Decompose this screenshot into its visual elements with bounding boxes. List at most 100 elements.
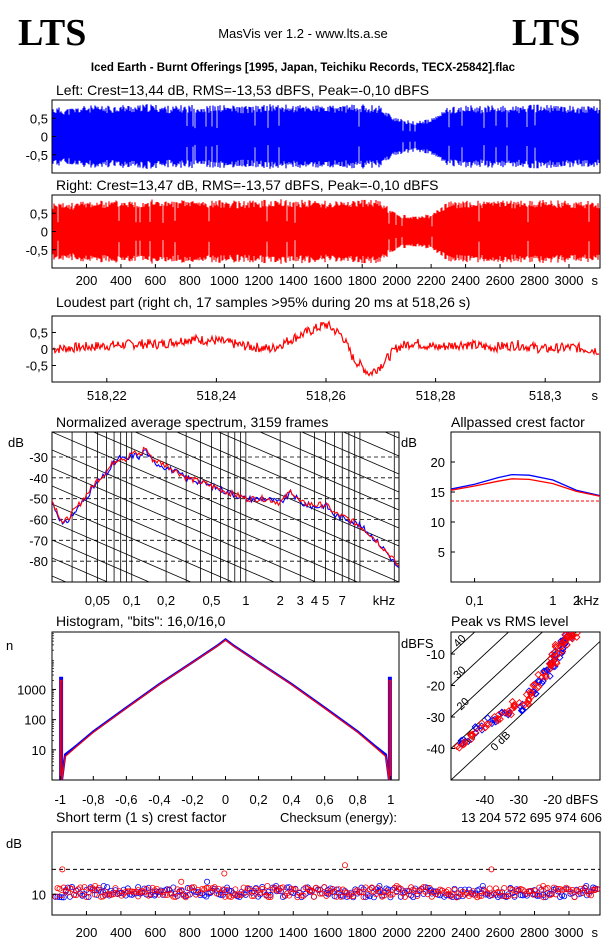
histogram-xtick: 0,8: [349, 792, 367, 807]
stcrest-point-red: [344, 889, 351, 896]
crest-ytick: 10: [431, 515, 445, 530]
spectrum-xtick: 3: [297, 593, 304, 608]
stcrest-point-red: [97, 893, 104, 900]
stcrest-point-red: [387, 891, 394, 898]
stcrest-point-red: [166, 886, 173, 893]
peakrms-point-red: [572, 633, 581, 641]
stcrest-point-red: [552, 891, 559, 898]
peakrms-point-red: [490, 713, 499, 721]
peakrms-point-red: [466, 731, 475, 739]
right-waveform-ytick: 0: [41, 225, 48, 240]
right-waveform-xtick: 1600: [313, 273, 342, 288]
stcrest-point-red: [550, 884, 557, 891]
peakrms-point-red: [494, 714, 502, 723]
stcrest-point-red: [300, 892, 307, 899]
peakrms-point-red: [525, 695, 533, 704]
stcrest-point-red: [331, 888, 338, 895]
peakrms-point-red: [527, 690, 535, 698]
right-waveform-xtick: 600: [145, 273, 167, 288]
stcrest-outlier-red: [341, 862, 348, 869]
peakrms-ytick: -10: [426, 647, 445, 662]
histogram-xtick: -0,6: [115, 792, 137, 807]
stcrest-point-red: [126, 888, 133, 895]
stcrest-point-red: [571, 894, 578, 901]
stcrest-point-red: [143, 886, 150, 893]
stcrest-point-blue: [561, 893, 568, 900]
stcrest-xtick: 2600: [486, 925, 515, 940]
stcrest-point-red: [222, 893, 229, 900]
stcrest-point-red: [253, 885, 260, 892]
peakrms-point-red: [468, 730, 477, 739]
stcrest-point-blue: [267, 892, 274, 899]
histogram-xtick: 0: [222, 792, 229, 807]
stcrest-point-red: [217, 889, 224, 896]
stcrest-point-red: [486, 885, 493, 892]
stcrest-point-red: [490, 890, 497, 897]
stcrest-point-red: [246, 887, 253, 894]
stcrest-outlier-red: [178, 878, 185, 885]
stcrest-point-red: [75, 886, 82, 893]
peakrms-point-blue: [534, 677, 543, 685]
crest-series-blue: [450, 473, 601, 497]
stcrest-point-red: [265, 894, 272, 901]
peakrms-xunit: dBFS: [566, 792, 599, 807]
stcrest-point-red: [261, 889, 268, 896]
peakrms-point-red: [542, 673, 550, 681]
stcrest-point-red: [178, 886, 185, 893]
stcrest-point-blue: [410, 894, 417, 901]
stcrest-point-red: [162, 891, 169, 898]
peakrms-point-blue: [483, 714, 492, 722]
peakrms-point-red: [485, 720, 493, 728]
histogram-title: Histogram, "bits": 16,0/16,0: [56, 613, 226, 629]
peakrms-point-blue: [471, 723, 480, 731]
stcrest-point-red: [131, 888, 138, 895]
stcrest-outlier-red: [92, 882, 99, 889]
stcrest-point-red: [308, 888, 315, 895]
stcrest-outlier-red: [221, 870, 228, 877]
stcrest-point-red: [548, 891, 555, 898]
stcrest-outlier-red: [540, 882, 547, 889]
spectrum-xtick: 7: [339, 593, 346, 608]
peakrms-point-red: [478, 719, 486, 727]
histogram-frame: [51, 631, 400, 781]
stcrest-point-red: [505, 893, 512, 900]
stcrest-point-red: [329, 885, 336, 892]
stcrest-point-red: [569, 887, 576, 894]
stcrest-xtick: 2000: [382, 925, 411, 940]
stcrest-point-red: [147, 891, 154, 898]
right-waveform-xunit: s: [592, 273, 599, 288]
peakrms-ytick: -40: [426, 742, 445, 757]
stcrest-point-red: [466, 893, 473, 900]
histogram-xtick: 0,4: [283, 792, 301, 807]
stcrest-point-red: [356, 889, 363, 896]
stcrest-point-red: [230, 892, 237, 899]
stcrest-point-red: [190, 884, 197, 891]
loudest-signal: [52, 320, 600, 378]
stcrest-point-red: [358, 889, 365, 896]
crest-ytick: 15: [431, 485, 445, 500]
stcrest-point-red: [292, 886, 299, 893]
right-waveform-xtick: 400: [110, 273, 132, 288]
stcrest-point-red: [509, 886, 516, 893]
right-waveform-xtick: 2200: [417, 273, 446, 288]
stcrest-point-red: [406, 891, 413, 898]
peakrms-crest-line: [451, 632, 476, 655]
stcrest-frame: [51, 831, 601, 916]
spectrum-xtick: 0,5: [202, 593, 220, 608]
peakrms-ytick: -20: [426, 679, 445, 694]
stcrest-point-red: [476, 892, 483, 899]
crest-ylabel: dB: [401, 435, 417, 450]
peakrms-point-red: [530, 680, 539, 688]
stcrest-point-red: [219, 886, 226, 893]
peakrms-point-red: [545, 659, 554, 668]
spectrum-slope-line: [259, 432, 399, 493]
stcrest-point-red: [579, 889, 586, 896]
crest-xunit: kHz: [577, 593, 599, 608]
peakrms-point-blue: [488, 719, 496, 728]
stcrest-point-blue: [54, 893, 61, 900]
spectrum-ytick: -50: [29, 492, 48, 507]
stcrest-point-red: [279, 884, 286, 891]
stcrest-xtick: 1400: [279, 925, 308, 940]
peakrms-ytick: -30: [426, 710, 445, 725]
stcrest-point-red: [93, 886, 100, 893]
